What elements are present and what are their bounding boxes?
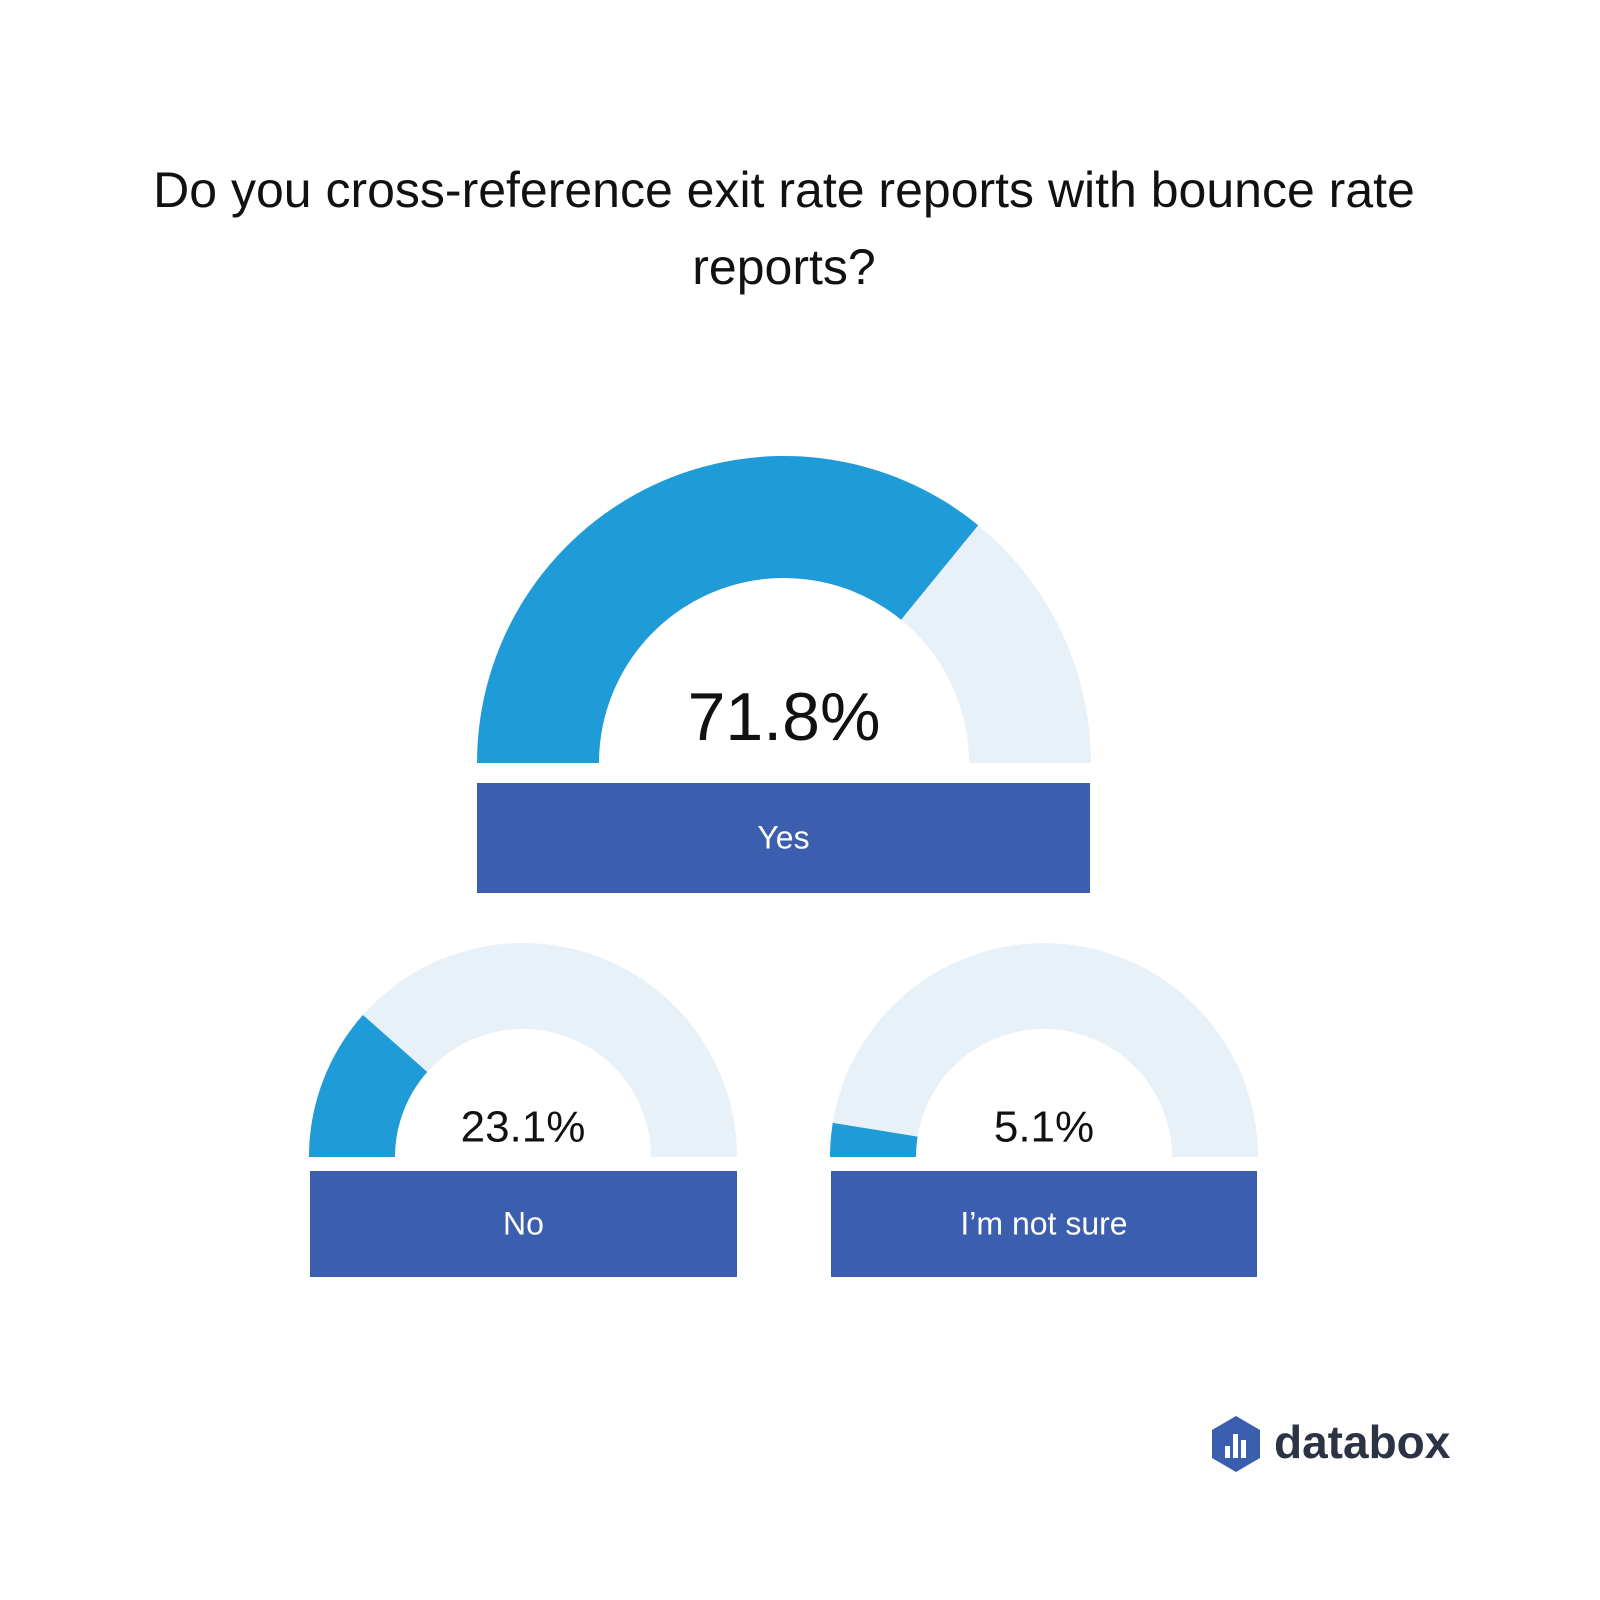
gauge-track xyxy=(830,943,1258,1157)
value-label: 23.1% xyxy=(461,1103,586,1152)
logo-bar xyxy=(1233,1434,1238,1458)
gauge-fill xyxy=(830,1122,918,1157)
brand-name: databox xyxy=(1274,1416,1451,1468)
category-box xyxy=(310,1171,737,1277)
value-label: 71.8% xyxy=(688,679,881,755)
logo-bar xyxy=(1225,1446,1230,1458)
category-label: Yes xyxy=(757,819,809,855)
gauge-fill xyxy=(477,455,979,763)
gauge-fill xyxy=(309,1014,428,1157)
logo-bar xyxy=(1241,1440,1246,1458)
gauge-track xyxy=(309,943,737,1157)
chart-title: Do you cross-reference exit rate reports… xyxy=(153,162,1415,295)
category-box xyxy=(831,1171,1257,1277)
category-label: No xyxy=(503,1205,544,1241)
brand-logo: databox xyxy=(1212,1416,1451,1472)
category-box xyxy=(477,783,1090,893)
category-label: I’m not sure xyxy=(960,1205,1127,1241)
value-label: 5.1% xyxy=(994,1103,1094,1152)
